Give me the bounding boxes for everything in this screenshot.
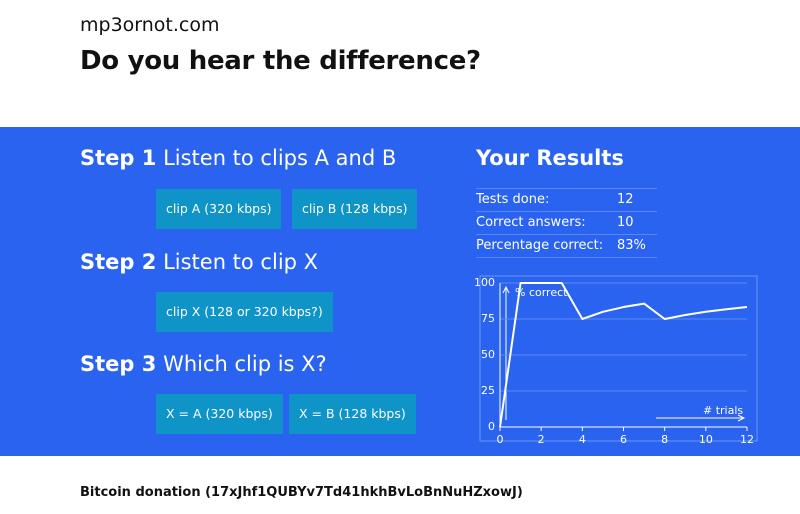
page-title: Do you hear the difference? — [80, 46, 481, 76]
y-tick-label: 0 — [488, 420, 495, 433]
x-tick-label: 10 — [699, 433, 713, 446]
step-text: Which clip is X? — [163, 352, 327, 376]
y-tick-label: 25 — [481, 384, 495, 397]
y-arrow-head — [502, 285, 510, 294]
donation-note: Bitcoin donation (17xJhf1QUBYv7Td41hkhBv… — [80, 485, 523, 500]
x-tick-label: 8 — [661, 433, 668, 446]
results-row: Correct answers: 10 — [476, 211, 657, 234]
x-tick-label: 2 — [538, 433, 545, 446]
row-value: 83% — [617, 238, 646, 253]
button[interactable]: clip B (128 kbps) — [292, 189, 418, 229]
row-label: Percentage correct: — [476, 238, 604, 253]
chart: % correct # trials 0 25 50 75 100 0 2 4 6 8 10 12 — [474, 275, 758, 446]
x-tick-label: 0 — [497, 433, 504, 446]
step-label: Step 3 — [80, 352, 157, 376]
results-row: Percentage correct: 83% — [476, 234, 657, 258]
step-label: Step 2 — [80, 250, 157, 274]
y-tick-label: 75 — [481, 312, 495, 325]
row-value: 12 — [617, 192, 634, 207]
step: Step 2 Listen to clip X — [80, 250, 318, 274]
data-line — [499, 282, 748, 428]
results-row: Tests done: 12 — [476, 188, 657, 211]
row-label: Correct answers: — [476, 215, 586, 230]
results-title: Your Results — [476, 146, 624, 170]
button[interactable]: X = B (128 kbps) — [289, 394, 416, 434]
x-tick-label: 12 — [740, 433, 754, 446]
button[interactable]: clip X (128 or 320 kbps?) — [156, 292, 333, 332]
y-tick-label: 100 — [474, 276, 495, 289]
y-axis-label: % correct — [515, 286, 568, 299]
button[interactable]: X = A (320 kbps) — [156, 394, 283, 434]
y-tick-label: 50 — [481, 348, 495, 361]
site-name: mp3ornot.com — [80, 14, 220, 36]
step-label: Step 1 — [80, 146, 157, 170]
row-label: Tests done: — [476, 192, 550, 207]
button[interactable]: clip A (320 kbps) — [156, 189, 282, 229]
x-tick-label: 6 — [620, 433, 627, 446]
step-text: Listen to clip X — [163, 250, 319, 274]
row-value: 10 — [617, 215, 634, 230]
x-axis-label: # trials — [703, 404, 743, 417]
x-arrow-head — [737, 414, 746, 422]
chart-frame — [479, 275, 758, 442]
step: Step 3 Which clip is X? — [80, 352, 327, 376]
step: Step 1 Listen to clips A and B — [80, 146, 396, 170]
step-text: Listen to clips A and B — [163, 146, 397, 170]
x-tick-label: 4 — [579, 433, 586, 446]
